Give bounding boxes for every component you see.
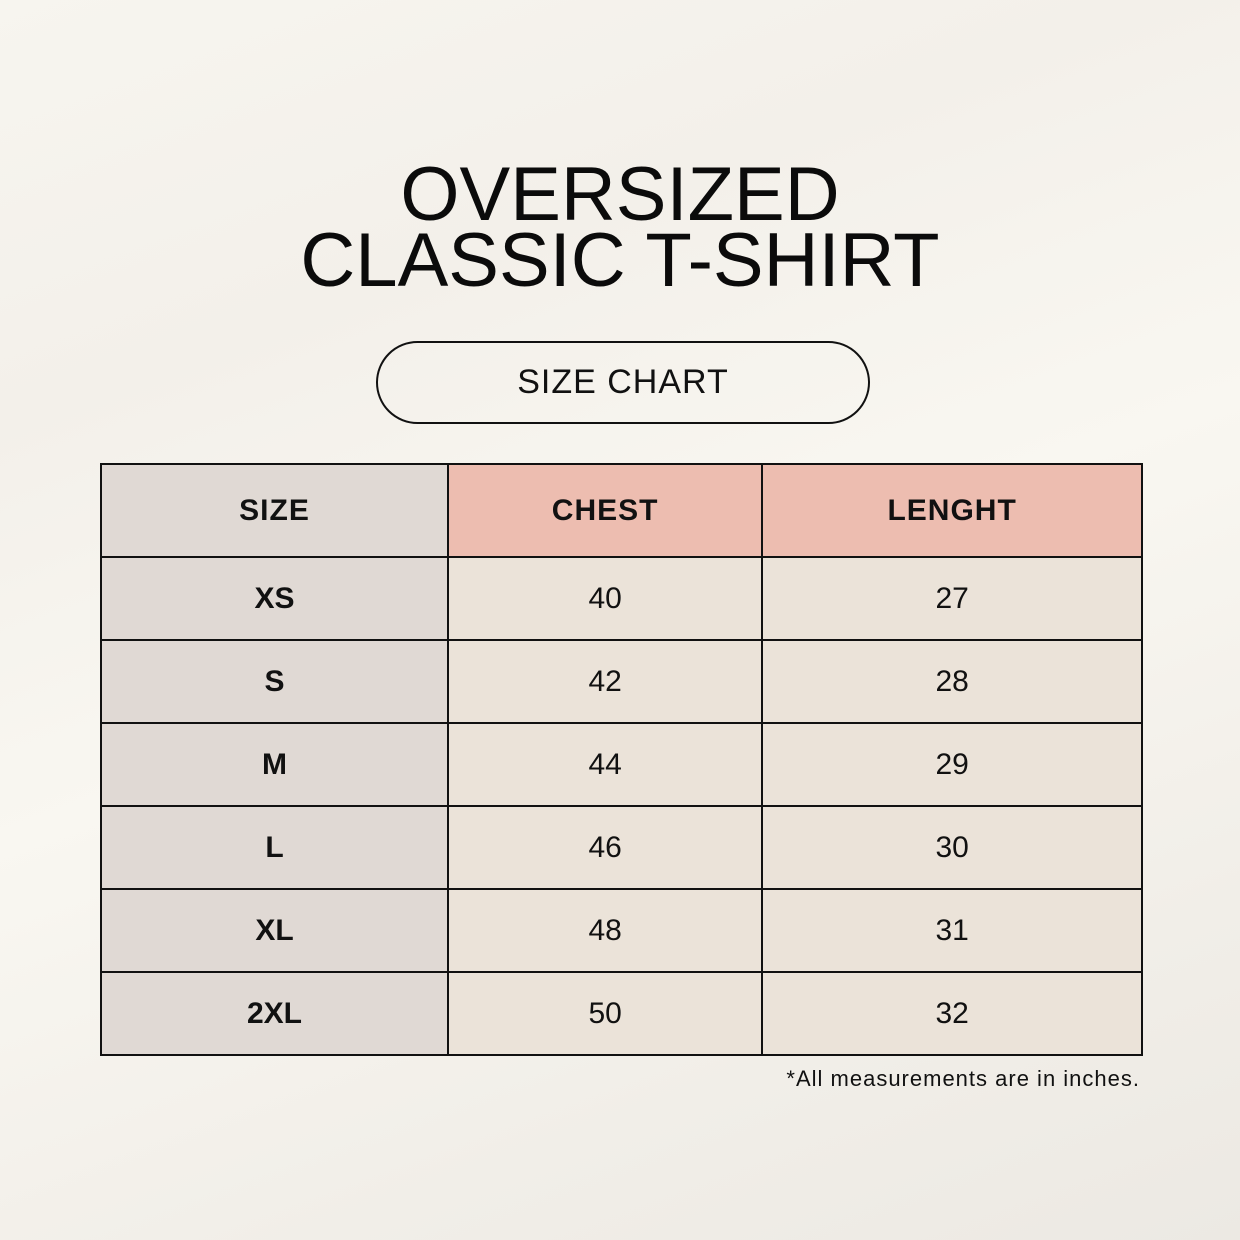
- title-line-2: CLASSIC T-SHIRT: [300, 218, 940, 303]
- table-row: L 46 30: [100, 805, 1143, 890]
- cell-size: XS: [100, 556, 449, 641]
- measurement-note: *All measurements are in inches.: [786, 1066, 1140, 1091]
- header-size: SIZE: [100, 463, 449, 558]
- cell-size: XL: [100, 888, 449, 973]
- cell-size: 2XL: [100, 971, 449, 1056]
- cell-chest: 50: [446, 971, 764, 1056]
- cell-chest: 42: [446, 639, 764, 724]
- cell-chest: 44: [446, 722, 764, 807]
- cell-chest: 40: [446, 556, 764, 641]
- table-header-row: SIZE CHEST LENGHT: [100, 463, 1143, 558]
- cell-chest: 48: [446, 888, 764, 973]
- cell-length: 28: [761, 639, 1143, 724]
- title-line-1: OVERSIZED: [400, 152, 840, 237]
- header-length: LENGHT: [761, 463, 1143, 558]
- cell-length: 32: [761, 971, 1143, 1056]
- header-chest: CHEST: [446, 463, 764, 558]
- page-title: OVERSIZED CLASSIC T-SHIRT: [0, 152, 1240, 303]
- table-row: S 42 28: [100, 639, 1143, 724]
- cell-size: L: [100, 805, 449, 890]
- cell-length: 27: [761, 556, 1143, 641]
- size-chart-badge: SIZE CHART: [376, 341, 870, 424]
- cell-size: M: [100, 722, 449, 807]
- table-row: XS 40 27: [100, 556, 1143, 641]
- table-row: M 44 29: [100, 722, 1143, 807]
- cell-chest: 46: [446, 805, 764, 890]
- table-row: XL 48 31: [100, 888, 1143, 973]
- table-row: 2XL 50 32: [100, 971, 1143, 1056]
- cell-length: 30: [761, 805, 1143, 890]
- cell-length: 29: [761, 722, 1143, 807]
- cell-length: 31: [761, 888, 1143, 973]
- size-table: SIZE CHEST LENGHT XS 40 27 S 42 28 M 44 29 L 46 30 X…: [100, 463, 1143, 1056]
- cell-size: S: [100, 639, 449, 724]
